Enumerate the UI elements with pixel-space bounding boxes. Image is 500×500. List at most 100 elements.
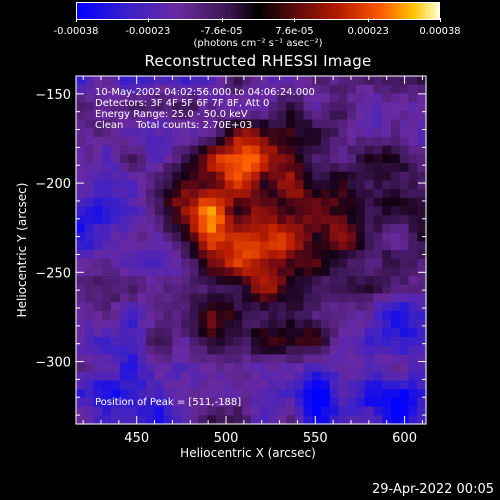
heatmap-cell [303, 389, 313, 399]
heatmap-cell [338, 337, 348, 347]
heatmap-cell [373, 119, 383, 129]
heatmap-cell [268, 206, 278, 216]
heatmap-cell [198, 232, 208, 242]
heatmap-cell [312, 136, 322, 147]
heatmap-cell [93, 354, 103, 364]
heatmap-cell [189, 163, 200, 173]
heatmap-cell [84, 215, 95, 225]
heatmap-cell [312, 171, 322, 181]
heatmap-cell [76, 128, 86, 138]
heatmap-cell [181, 415, 191, 425]
colorbar-tick-mark [368, 18, 370, 22]
heatmap-cell [128, 171, 138, 181]
heatmap-cell [338, 84, 348, 94]
heatmap-cell [84, 136, 95, 147]
heatmap-cell [128, 119, 138, 129]
heatmap-cell [207, 76, 217, 86]
heatmap-cell [391, 328, 401, 338]
heatmap-cell [329, 197, 340, 208]
heatmap-cell [347, 197, 357, 208]
heatmap-cell [119, 406, 130, 416]
heatmap-cell [268, 180, 278, 190]
heatmap-cell [163, 380, 173, 390]
heatmap-cell [356, 180, 366, 190]
heatmap-cell [294, 415, 305, 425]
heatmap-cell [417, 110, 427, 121]
heatmap-cell [286, 180, 296, 190]
heatmap-cell [198, 363, 208, 373]
heatmap-cell [111, 215, 121, 225]
heatmap-cell [76, 223, 86, 234]
heatmap-cell [198, 302, 208, 312]
heatmap-cell [128, 276, 138, 286]
heatmap-cell [399, 250, 410, 260]
heatmap-cell [181, 206, 191, 216]
heatmap-cell [329, 171, 340, 181]
heatmap-cell [84, 293, 95, 303]
heatmap-cell [102, 397, 112, 408]
heatmap-cell [128, 145, 138, 155]
heatmap-cell [294, 397, 305, 408]
heatmap-cell [224, 110, 235, 121]
heatmap-cell [277, 406, 287, 416]
heatmap-cell [181, 337, 191, 347]
heatmap-cell [119, 197, 130, 208]
heatmap-cell [119, 171, 130, 181]
heatmap-cell [251, 84, 261, 94]
heatmap-cell [259, 93, 270, 103]
heatmap-cell [154, 102, 165, 112]
heatmap-cell [181, 136, 191, 147]
heatmap-cell [259, 189, 270, 199]
heatmap-cell [347, 102, 357, 112]
heatmap-cell [259, 102, 270, 112]
heatmap-cell [268, 397, 278, 408]
heatmap-cell [242, 389, 252, 399]
heatmap-cell [329, 328, 340, 338]
heatmap-cell [111, 319, 121, 329]
heatmap-cell [102, 284, 112, 295]
heatmap-cell [189, 319, 200, 329]
heatmap-cell [76, 293, 86, 303]
heatmap-cell [224, 223, 235, 234]
heatmap-cell [329, 232, 340, 242]
heatmap-cell [286, 119, 296, 129]
heatmap-cell [84, 319, 95, 329]
heatmap-cell [154, 415, 165, 425]
heatmap-cell [356, 232, 366, 242]
heatmap-cell [303, 110, 313, 121]
heatmap-cell [84, 302, 95, 312]
heatmap-cell [303, 397, 313, 408]
heatmap-cell [154, 284, 165, 295]
heatmap-cell [408, 223, 418, 234]
heatmap-cell [294, 319, 305, 329]
heatmap-cell [93, 136, 103, 147]
heatmap-cell [373, 76, 383, 86]
heatmap-cell [303, 319, 313, 329]
heatmap-cell [268, 415, 278, 425]
heatmap-cell [181, 371, 191, 382]
heatmap-cell [373, 154, 383, 164]
heatmap-cell [198, 119, 208, 129]
heatmap-cell [198, 145, 208, 155]
heatmap-cell [163, 241, 173, 251]
heatmap-cell [268, 258, 278, 268]
heatmap-cell [338, 215, 348, 225]
heatmap-cell [391, 267, 401, 277]
heatmap-cell [329, 276, 340, 286]
heatmap-cell [128, 110, 138, 121]
heatmap-cell [128, 102, 138, 112]
heatmap-cell [242, 189, 252, 199]
heatmap-cell [312, 380, 322, 390]
heatmap-cell [207, 267, 217, 277]
heatmap-cell [84, 415, 95, 425]
heatmap-cell [137, 380, 147, 390]
heatmap-cell [76, 345, 86, 355]
heatmap-cell [391, 354, 401, 364]
heatmap-cell [286, 380, 296, 390]
heatmap-cell [364, 380, 375, 390]
heatmap-cell [286, 76, 296, 86]
heatmap-cell [181, 163, 191, 173]
heatmap-cell [189, 406, 200, 416]
heatmap-cell [242, 328, 252, 338]
heatmap-cell [128, 302, 138, 312]
